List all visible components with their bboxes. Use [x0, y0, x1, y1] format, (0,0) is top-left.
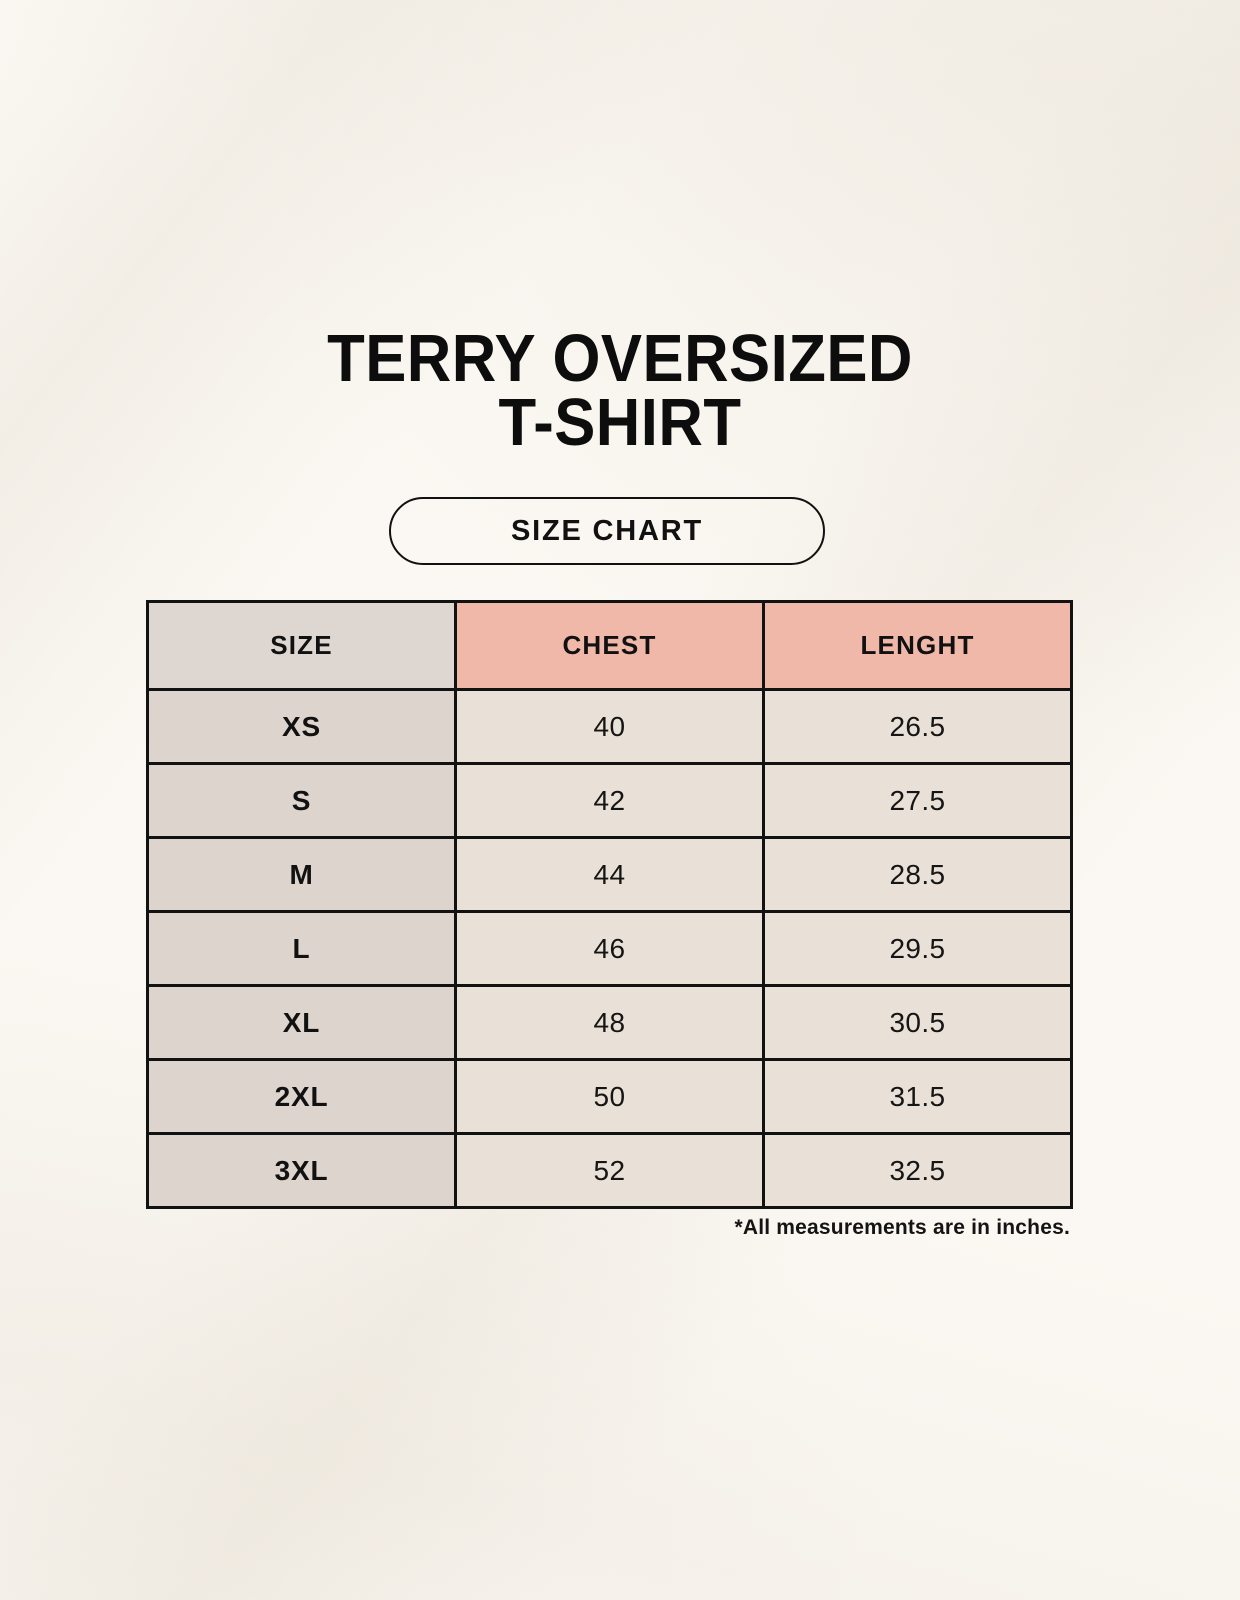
cell-size: XL: [146, 984, 457, 1061]
cell-chest: 44: [454, 836, 765, 913]
cell-length: 31.5: [762, 1058, 1073, 1135]
page-title-line-2: T-SHIRT: [498, 385, 742, 460]
table-row: S 42 27.5: [146, 762, 1073, 839]
cell-chest: 48: [454, 984, 765, 1061]
cell-size: XS: [146, 688, 457, 765]
table-header-row: SIZE CHEST LENGHT: [146, 600, 1073, 691]
cell-length: 30.5: [762, 984, 1073, 1061]
table-row: 2XL 50 31.5: [146, 1058, 1073, 1135]
table-row: L 46 29.5: [146, 910, 1073, 987]
table-body: XS 40 26.5 S 42 27.5 M 44 28.5 L 46 29.5…: [146, 688, 1073, 1209]
cell-length: 27.5: [762, 762, 1073, 839]
cell-chest: 50: [454, 1058, 765, 1135]
cell-length: 26.5: [762, 688, 1073, 765]
table-row: 3XL 52 32.5: [146, 1132, 1073, 1209]
cell-chest: 42: [454, 762, 765, 839]
size-chart-table: SIZE CHEST LENGHT XS 40 26.5 S 42 27.5 M…: [146, 600, 1073, 1209]
table-row: M 44 28.5: [146, 836, 1073, 913]
measurement-units-note: *All measurements are in inches.: [734, 1216, 1070, 1239]
column-header-length: LENGHT: [762, 600, 1073, 691]
cell-chest: 52: [454, 1132, 765, 1209]
cell-size: 3XL: [146, 1132, 457, 1209]
cell-length: 32.5: [762, 1132, 1073, 1209]
cell-length: 28.5: [762, 836, 1073, 913]
table-header: SIZE CHEST LENGHT: [146, 600, 1073, 691]
cell-chest: 46: [454, 910, 765, 987]
page-title-line-1: TERRY OVERSIZED: [327, 321, 913, 396]
size-chart-badge: SIZE CHART: [389, 497, 825, 565]
cell-size: S: [146, 762, 457, 839]
cell-length: 29.5: [762, 910, 1073, 987]
column-header-size: SIZE: [146, 600, 457, 691]
cell-size: L: [146, 910, 457, 987]
table-row: XL 48 30.5: [146, 984, 1073, 1061]
column-header-chest: CHEST: [454, 600, 765, 691]
cell-chest: 40: [454, 688, 765, 765]
size-chart-badge-label: SIZE CHART: [511, 514, 703, 547]
cell-size: 2XL: [146, 1058, 457, 1135]
page-title: TERRY OVERSIZED T-SHIRT: [0, 321, 1240, 460]
table-row: XS 40 26.5: [146, 688, 1073, 765]
cell-size: M: [146, 836, 457, 913]
